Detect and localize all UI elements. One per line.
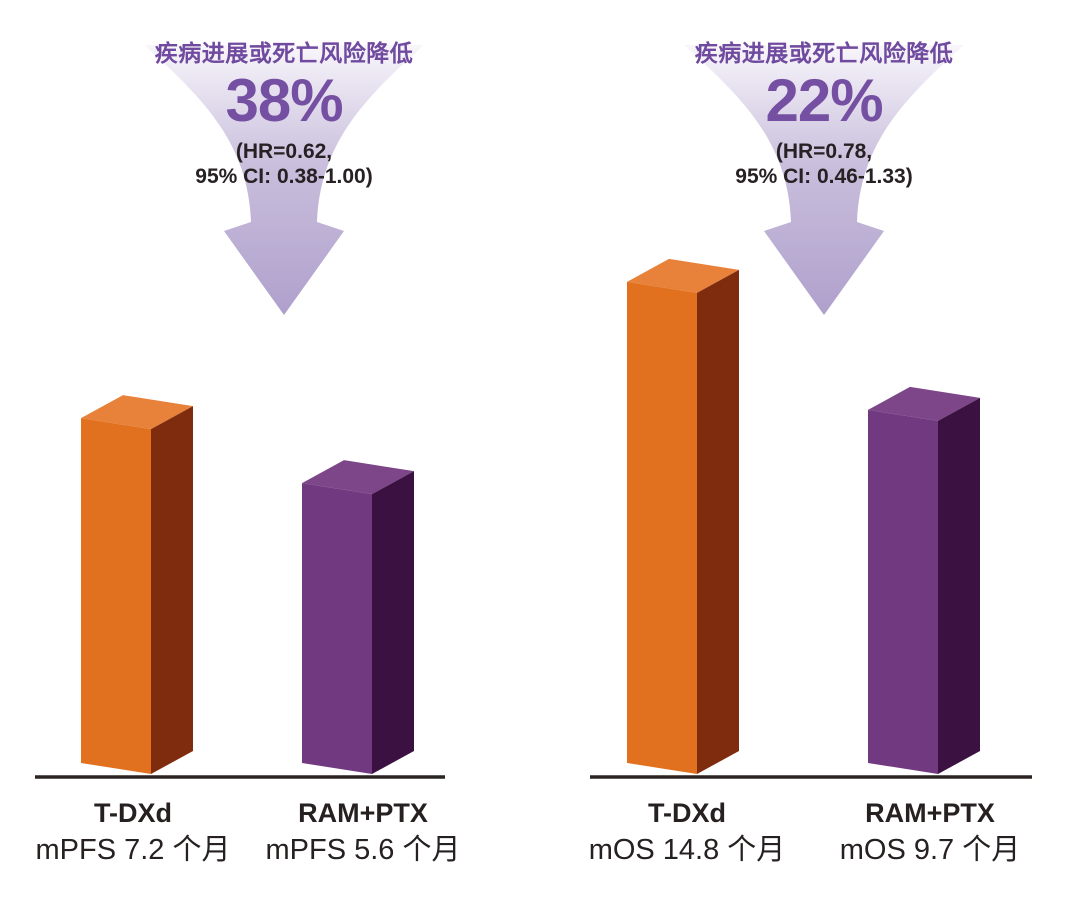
panel-header-mos: 疾病进展或死亡风险降低 22% (HR=0.78, 95% CI: 0.46-1… [644,42,1004,190]
bar-side-face [372,471,414,774]
bar-top-face [302,460,414,495]
bar-group-label: RAM+PTX [865,798,995,828]
hr-text: (HR=0.62, [235,140,333,163]
bar-tdxd-mpfs [81,395,193,774]
bar-label-ramptx-mos: RAM+PTX mOS 9.7 个月 [810,797,1050,869]
bar-value-label: mPFS 5.6 个月 [265,834,461,867]
bar-side-face [697,269,739,774]
bar-group-label: T-DXd [648,798,726,828]
risk-reduction-percent: 22% [765,67,883,134]
risk-reduction-label: 疾病进展或死亡风险降低 [154,40,414,66]
bar-tdxd-mos [627,258,739,774]
risk-reduction-percent: 38% [225,67,343,134]
risk-reduction-arrow-icon [144,45,424,315]
bar-group-label: T-DXd [94,798,172,828]
bar-front-face [81,418,151,774]
hr-text: (HR=0.78, [775,140,873,163]
bar-front-face [868,409,938,774]
bar-value-label: mPFS 7.2 个月 [35,834,231,867]
bar-ramptx-mos [868,386,980,774]
bar-group-label: RAM+PTX [298,798,428,828]
bar-label-tdxd-mpfs: T-DXd mPFS 7.2 个月 [13,797,253,869]
bar-side-face [938,397,980,774]
bar-front-face [627,281,697,774]
bar-top-face [627,258,739,293]
risk-reduction-arrow-icon [684,45,964,315]
bar-side-face [151,406,193,774]
bar-value-label: mOS 9.7 个月 [839,834,1021,867]
bar-label-ramptx-mpfs: RAM+PTX mPFS 5.6 个月 [243,797,483,869]
ci-text: 95% CI: 0.38-1.00) [195,164,373,188]
bar-top-face [81,395,193,430]
bar-value-label: mOS 14.8 个月 [588,834,786,867]
bar-ramptx-mpfs [302,460,414,774]
risk-reduction-label: 疾病进展或死亡风险降低 [694,40,954,66]
bar-front-face [302,483,372,774]
panel-header-mpfs: 疾病进展或死亡风险降低 38% (HR=0.62, 95% CI: 0.38-1… [104,42,464,190]
bar-top-face [868,386,980,421]
bar-label-tdxd-mos: T-DXd mOS 14.8 个月 [567,797,807,869]
ci-text: 95% CI: 0.46-1.33) [735,164,913,188]
